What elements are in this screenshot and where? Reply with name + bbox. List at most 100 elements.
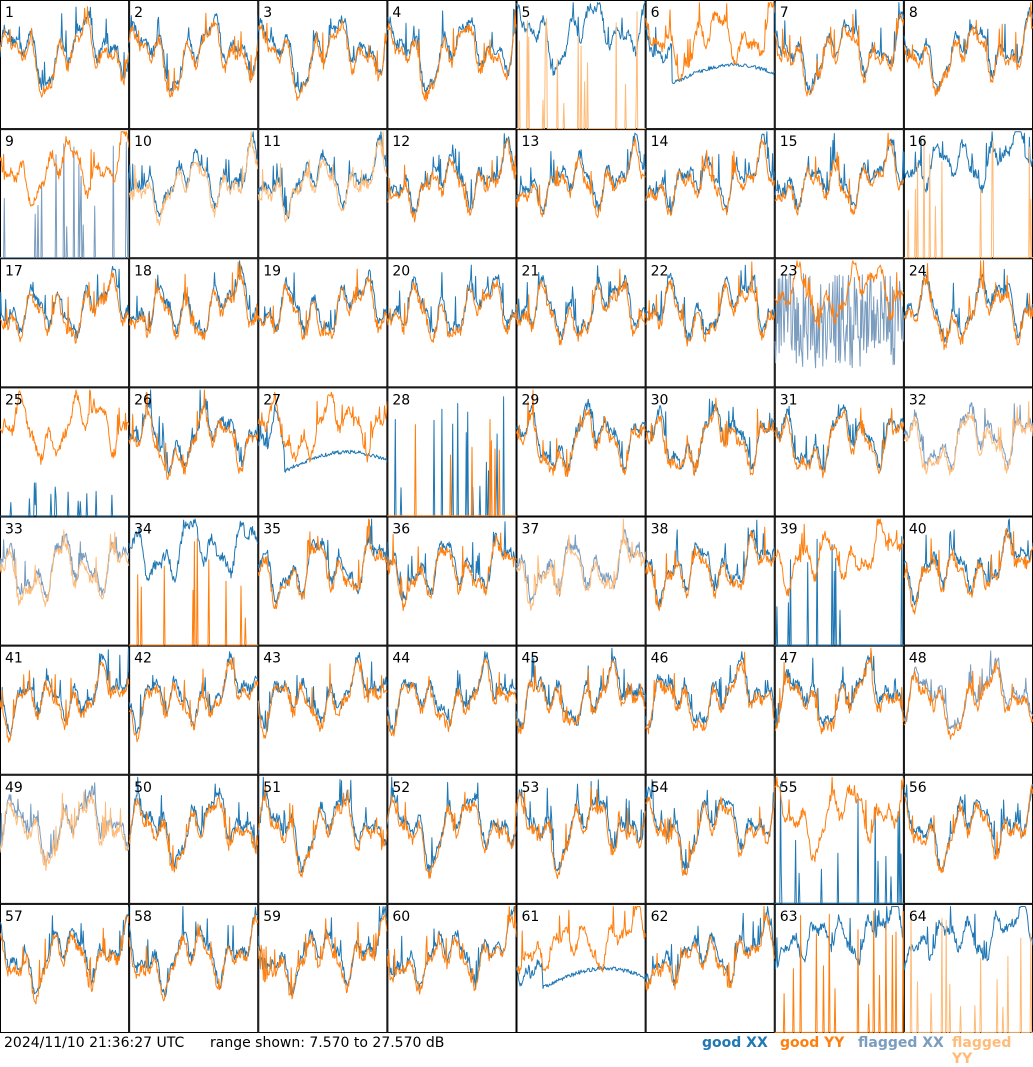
series-yy-58 <box>128 914 259 1002</box>
series-xx-12 <box>386 133 517 217</box>
panel-label-22: 22 <box>651 263 669 279</box>
panel-label-41: 41 <box>5 651 23 667</box>
series-yy-16 <box>903 137 1033 259</box>
series-xx-62 <box>645 906 776 986</box>
series-xx-45 <box>516 647 647 731</box>
legend-good-yy: good YY <box>780 1035 845 1051</box>
panel-label-2: 2 <box>134 5 143 21</box>
panel-7 <box>774 0 904 130</box>
panel-44 <box>387 645 517 775</box>
series-yy-35 <box>257 518 388 610</box>
panel-label-51: 51 <box>263 780 281 796</box>
panel-label-54: 54 <box>651 780 669 796</box>
panel-label-33: 33 <box>5 522 23 538</box>
series-yy-21 <box>516 268 647 346</box>
series-xx-1 <box>0 6 130 91</box>
series-xx-6 <box>645 23 776 84</box>
panel-54 <box>645 774 775 904</box>
panel-47 <box>774 645 904 775</box>
panel-46 <box>645 645 775 775</box>
series-yy-23 <box>774 260 904 329</box>
series-yy-6 <box>645 2 776 81</box>
panel-10 <box>129 129 259 259</box>
panel-label-24: 24 <box>909 263 927 279</box>
panel-59 <box>258 903 388 1033</box>
series-xx-25 <box>0 482 130 517</box>
legend-flagged-yy: flagged YY <box>952 1035 1012 1067</box>
series-yy-5 <box>516 11 646 129</box>
series-yy-52 <box>386 791 517 880</box>
panel-label-3: 3 <box>263 5 272 21</box>
panel-label-32: 32 <box>909 392 927 408</box>
panel-label-13: 13 <box>522 134 540 150</box>
series-yy-9 <box>0 131 130 207</box>
panel-4 <box>387 0 517 130</box>
panel-label-40: 40 <box>909 522 927 538</box>
series-yy-22 <box>645 261 776 347</box>
panel-label-10: 10 <box>134 134 152 150</box>
panel-label-58: 58 <box>134 909 152 925</box>
series-yy-25 <box>0 389 130 465</box>
panel-label-15: 15 <box>780 134 798 150</box>
series-yy-43 <box>257 659 388 739</box>
panel-36 <box>387 516 517 646</box>
panel-label-9: 9 <box>5 134 14 150</box>
panel-label-1: 1 <box>5 5 14 21</box>
panel-label-63: 63 <box>780 909 798 925</box>
legend-flagged-xx: flagged XX <box>858 1035 944 1051</box>
panel-label-26: 26 <box>134 392 152 408</box>
panel-label-64: 64 <box>909 909 927 925</box>
panel-label-14: 14 <box>651 134 669 150</box>
series-yy-40 <box>903 527 1033 615</box>
series-yy-57 <box>0 915 130 1005</box>
series-xx-52 <box>386 776 517 874</box>
series-yy-51 <box>257 781 388 878</box>
series-yy-48 <box>903 661 1033 740</box>
panel-label-61: 61 <box>522 909 540 925</box>
footer: 2024/11/10 21:36:27 UTC range shown: 7.5… <box>0 1033 1033 1067</box>
series-xx-61 <box>516 959 647 989</box>
series-yy-7 <box>774 13 905 97</box>
panel-41 <box>0 645 130 775</box>
panel-label-53: 53 <box>522 780 540 796</box>
series-yy-60 <box>386 906 517 995</box>
panel-14 <box>645 129 775 259</box>
series-xx-40 <box>903 518 1033 606</box>
series-xx-50 <box>128 776 259 868</box>
panel-label-45: 45 <box>522 651 540 667</box>
series-yy-27 <box>257 391 388 463</box>
series-yy-41 <box>0 661 130 743</box>
panel-label-55: 55 <box>780 780 798 796</box>
panel-43 <box>258 645 388 775</box>
series-xx-63 <box>774 906 904 970</box>
series-yy-20 <box>386 279 517 343</box>
panel-35 <box>258 516 388 646</box>
series-yy-54 <box>645 777 776 877</box>
panel-58 <box>129 903 259 1033</box>
series-xx-5 <box>516 2 646 76</box>
panel-label-28: 28 <box>392 392 410 408</box>
panel-label-62: 62 <box>651 909 669 925</box>
panel-51 <box>258 774 388 904</box>
series-yy-53 <box>516 786 647 880</box>
range-label: range shown: 7.570 to 27.570 dB <box>210 1035 445 1051</box>
series-xx-47 <box>774 655 905 729</box>
panel-6 <box>645 0 775 130</box>
series-yy-31 <box>774 407 905 479</box>
series-yy-62 <box>645 906 776 991</box>
series-yy-3 <box>257 19 388 101</box>
panel-25 <box>0 387 130 517</box>
panel-label-7: 7 <box>780 5 789 21</box>
series-yy-30 <box>645 397 776 476</box>
panel-label-12: 12 <box>392 134 410 150</box>
series-xx-34 <box>128 518 259 583</box>
panel-15 <box>774 129 904 259</box>
panel-label-25: 25 <box>5 392 23 408</box>
series-yy-2 <box>128 12 259 98</box>
panel-2 <box>129 0 259 130</box>
series-yy-32 <box>903 401 1033 476</box>
panel-label-36: 36 <box>392 522 410 538</box>
series-yy-42 <box>128 656 259 743</box>
panel-label-19: 19 <box>263 263 281 279</box>
series-yy-47 <box>774 647 905 735</box>
